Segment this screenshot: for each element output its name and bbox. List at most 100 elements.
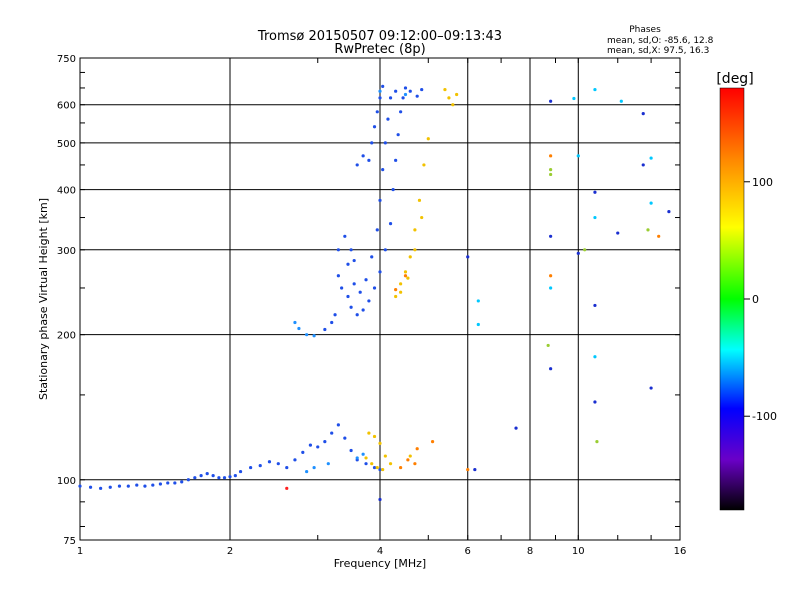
data-point	[151, 483, 155, 487]
data-point	[593, 215, 597, 220]
data-point	[595, 440, 599, 444]
x-tick-label: 6	[465, 546, 471, 557]
data-point	[361, 452, 365, 456]
data-point	[372, 286, 377, 290]
data-point	[649, 386, 653, 390]
data-point	[186, 478, 190, 482]
x-tick-label: 10	[572, 546, 585, 557]
data-point	[388, 462, 393, 466]
data-point	[355, 313, 359, 317]
colorbar-tick-label: 100	[752, 176, 773, 189]
data-point	[228, 475, 232, 479]
data-point	[323, 327, 327, 332]
data-point	[375, 465, 379, 470]
data-point	[466, 467, 470, 472]
data-point	[355, 163, 359, 167]
data-point	[233, 474, 237, 478]
data-point	[388, 222, 393, 226]
phases-title: Phases	[629, 25, 661, 35]
data-point	[333, 313, 337, 317]
data-point	[355, 456, 359, 460]
data-point	[583, 248, 587, 252]
data-point	[375, 228, 379, 232]
data-point	[549, 154, 553, 158]
data-point	[455, 92, 459, 97]
data-point	[305, 469, 309, 474]
data-point	[378, 441, 382, 445]
data-point	[572, 96, 576, 101]
data-point	[383, 454, 387, 458]
data-point	[394, 89, 398, 93]
data-point	[173, 481, 177, 485]
data-point	[372, 125, 377, 129]
data-point	[388, 96, 393, 100]
data-point	[430, 440, 435, 444]
data-point	[312, 334, 316, 338]
data-point	[616, 231, 620, 235]
data-point	[391, 187, 395, 192]
data-point	[249, 465, 253, 470]
data-point	[399, 282, 403, 286]
grid-lines	[80, 58, 680, 540]
data-point	[593, 87, 597, 92]
data-point	[413, 248, 417, 252]
data-point	[403, 274, 408, 278]
data-point	[361, 308, 365, 312]
x-tick-label: 16	[674, 546, 687, 557]
data-point	[217, 476, 221, 480]
data-point	[99, 486, 103, 490]
data-point	[301, 450, 305, 454]
data-point	[549, 367, 553, 371]
data-point	[336, 274, 340, 278]
data-point	[370, 141, 374, 145]
data-point	[305, 333, 309, 337]
data-point	[367, 158, 371, 162]
y-axis-label: Stationary phase Virtual Height [km]	[37, 198, 50, 400]
data-point	[473, 467, 477, 472]
data-point	[422, 163, 426, 167]
data-point	[78, 484, 82, 488]
data-point	[576, 154, 580, 158]
x-tick-label: 8	[527, 546, 533, 557]
data-point	[413, 228, 417, 232]
x-tick-label: 4	[377, 546, 383, 557]
data-point	[403, 270, 408, 274]
y-axis-ticks: 75 100 200 300 400 500 600 750	[57, 54, 680, 547]
data-point	[549, 234, 553, 238]
x-tick-label: 1	[77, 546, 83, 557]
data-point	[406, 276, 410, 280]
y-tick-label: 200	[57, 331, 76, 342]
data-point	[370, 462, 374, 466]
y-tick-label: 750	[57, 54, 76, 65]
data-point	[378, 270, 382, 274]
data-point	[408, 454, 412, 458]
data-point	[378, 96, 382, 100]
data-point	[381, 84, 385, 88]
x-axis-ticks: 1 2 4 6 8 10 16	[77, 58, 687, 557]
data-point	[667, 210, 671, 214]
data-point	[349, 248, 353, 252]
data-point	[549, 99, 553, 103]
data-point	[514, 426, 518, 430]
data-point	[476, 299, 480, 303]
data-point	[372, 465, 377, 470]
y-tick-label: 600	[57, 101, 76, 112]
data-point	[364, 456, 368, 460]
data-point	[308, 443, 313, 447]
data-point	[126, 484, 130, 488]
data-point	[364, 278, 368, 282]
colorbar-tick-label: -100	[752, 410, 777, 423]
data-point	[330, 431, 334, 435]
data-point	[386, 117, 390, 121]
data-point	[401, 96, 405, 100]
data-point	[293, 320, 297, 325]
chart-title: Tromsø 20150507 09:12:00–09:13:43	[257, 29, 502, 44]
colorbar-tick-label: 0	[752, 293, 759, 306]
colorbar-label: [deg]	[716, 71, 753, 87]
data-point	[408, 255, 412, 259]
data-point	[549, 168, 553, 172]
data-point	[399, 110, 403, 114]
data-point	[383, 141, 387, 145]
data-point	[466, 255, 470, 259]
data-point	[166, 481, 170, 485]
